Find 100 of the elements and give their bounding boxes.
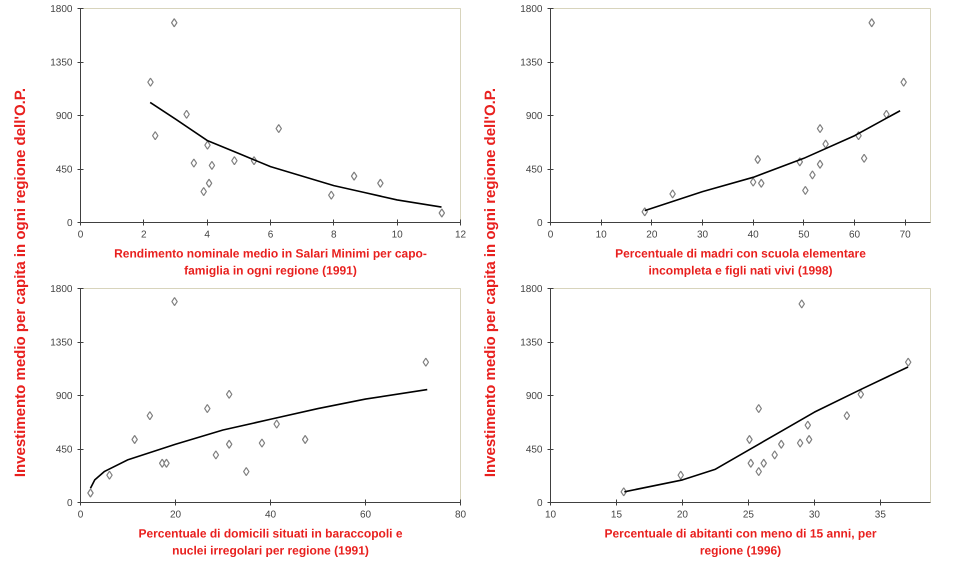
point [87, 488, 94, 498]
point [806, 434, 812, 444]
y-tick-label: 900 [56, 391, 73, 402]
point [822, 139, 829, 149]
point [170, 18, 178, 28]
y-tick-label: 1800 [50, 4, 73, 15]
point [208, 160, 216, 170]
x-tick-label: 2 [141, 230, 148, 240]
y-tick-label: 1350 [50, 58, 73, 68]
y-tick-label: 0 [536, 498, 543, 509]
y-tick-label: 1350 [520, 58, 543, 68]
point [746, 434, 753, 444]
x-tick-label: 40 [748, 230, 760, 240]
point [302, 434, 308, 444]
point [758, 178, 765, 188]
y-tick-label: 1350 [50, 338, 73, 348]
point [422, 358, 430, 367]
point [328, 190, 335, 200]
point [778, 440, 785, 449]
y-tick-label: 450 [526, 444, 543, 456]
point [204, 404, 211, 414]
point [190, 158, 198, 168]
point [816, 160, 824, 169]
x-axis-title: Percentuale di abitanti con meno di 15 anni, per regione (1996) [604, 526, 877, 558]
y-tick-label: 900 [526, 111, 543, 122]
point [904, 358, 912, 367]
point [796, 438, 804, 448]
y-axis-title: Investimento medio per capita in ogni regione dell'O.P. [12, 88, 29, 478]
y-tick-label: 900 [56, 111, 73, 122]
y-tick-label: 1800 [520, 284, 543, 295]
point [131, 434, 138, 444]
point [754, 154, 761, 164]
point [258, 438, 266, 448]
point [200, 186, 207, 196]
y-axis-title: Investimento medio per capita in ogni regione dell'O.P. [482, 88, 499, 478]
x-tick-label: 12 [454, 230, 466, 240]
x-tick-label: 15 [610, 510, 622, 520]
x-tick-label: 10 [596, 230, 608, 240]
y-tick-label: 1800 [520, 4, 543, 15]
point [152, 131, 158, 140]
x-tick-label: 10 [544, 510, 556, 520]
point [844, 411, 850, 420]
point [163, 458, 170, 468]
y-tick-label: 0 [66, 498, 73, 509]
x-tick-label: 20 [170, 510, 182, 520]
x-tick-label: 80 [454, 510, 466, 520]
point [243, 466, 250, 476]
point [809, 170, 816, 180]
y-tick-label: 1350 [520, 338, 543, 348]
y-tick-label: 900 [526, 391, 543, 402]
y-tick-label: 450 [526, 164, 543, 176]
x-tick-label: 0 [78, 230, 84, 240]
x-tick-label: 60 [360, 510, 372, 520]
point [226, 440, 232, 449]
line-series [149, 102, 442, 208]
point [273, 419, 280, 429]
point [868, 18, 875, 28]
point [798, 299, 805, 309]
point [204, 140, 211, 150]
x-tick-label: 8 [331, 230, 338, 240]
point [755, 466, 762, 476]
y-tick-label: 1800 [50, 284, 73, 295]
point [677, 470, 684, 480]
point [858, 390, 864, 399]
point [438, 208, 446, 218]
point [804, 420, 812, 430]
point [183, 110, 190, 119]
y-tick-label: 450 [56, 444, 73, 456]
x-tick-label: 0 [548, 230, 554, 240]
point [860, 154, 868, 163]
x-tick-label: 0 [78, 510, 84, 520]
point [171, 296, 178, 306]
point [226, 390, 232, 399]
point [350, 172, 358, 181]
point [206, 178, 212, 188]
x-axis-title: Percentuale di domicili situati in baraccopoli e nuclei irregolari per regione (1991) [138, 526, 403, 558]
x-tick-label: 25 [742, 510, 754, 520]
y-tick-label: 0 [66, 218, 73, 229]
point [275, 124, 282, 134]
point [883, 110, 890, 119]
point [816, 124, 824, 134]
x-tick-label: 70 [900, 230, 912, 240]
point [377, 178, 384, 188]
point [231, 156, 238, 166]
x-tick-label: 20 [646, 230, 658, 240]
x-tick-label: 35 [874, 510, 886, 520]
point [755, 404, 762, 414]
x-tick-label: 20 [676, 510, 688, 520]
point [900, 78, 907, 87]
x-tick-label: 10 [392, 230, 404, 240]
point [760, 458, 767, 468]
x-tick-label: 4 [204, 230, 210, 240]
x-axis-title: Rendimento nominale medio in Salari Minimi per capo- famiglia in ogni regione (1991) [114, 246, 427, 278]
x-tick-label: 6 [268, 230, 274, 240]
point [146, 411, 154, 420]
point [771, 450, 778, 460]
point [147, 78, 154, 87]
x-tick-label: 40 [264, 510, 276, 520]
point [750, 177, 756, 187]
x-tick-label: 30 [696, 230, 708, 240]
